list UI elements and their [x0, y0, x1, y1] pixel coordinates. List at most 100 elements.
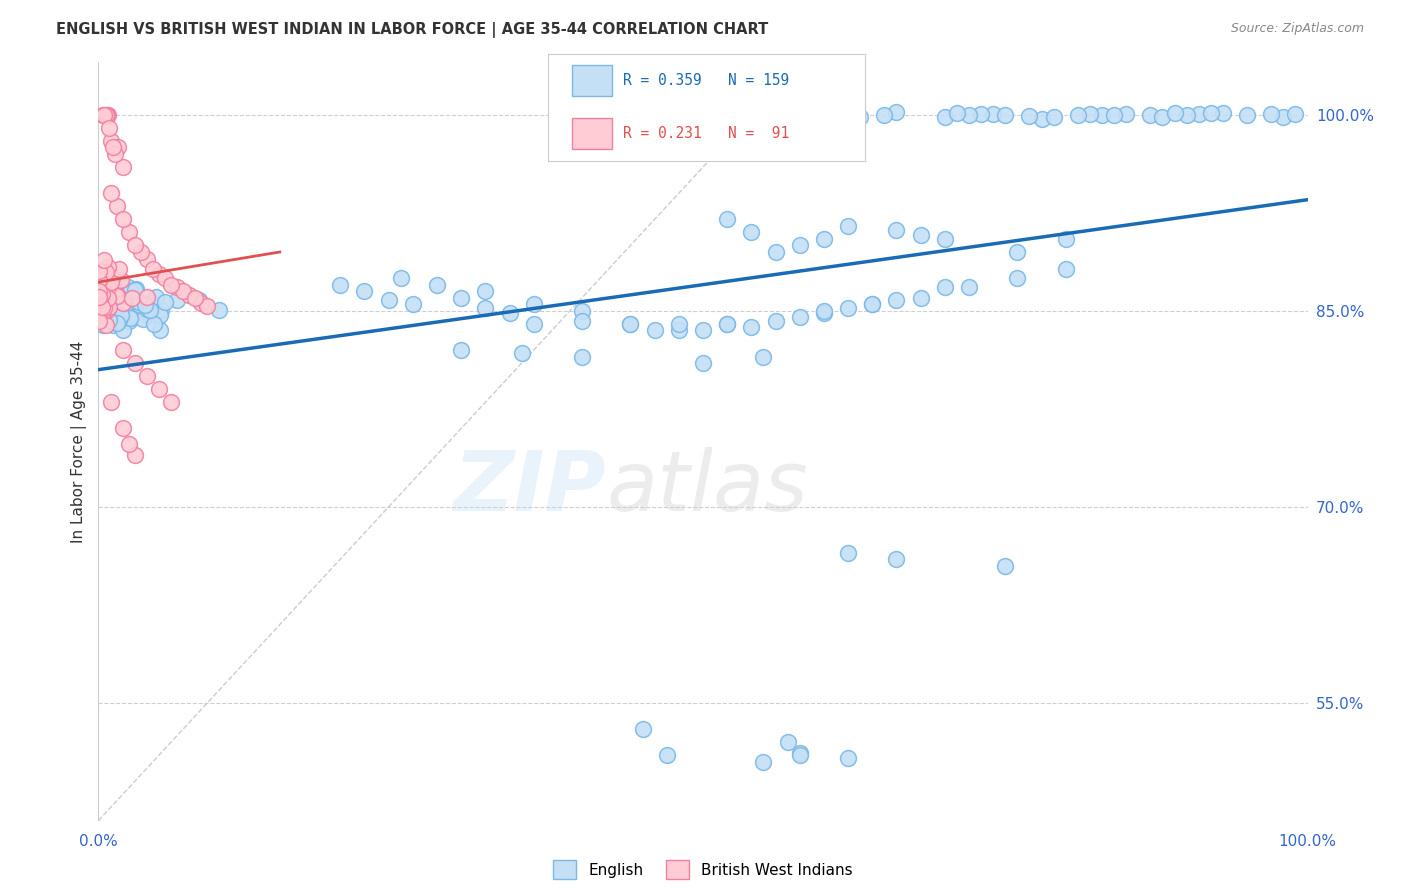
Point [90, 300, 112, 314]
Point [450, 291, 472, 305]
Point [994, 108, 1017, 122]
Point [93, 108, 115, 122]
Point [90, 269, 112, 284]
Point [91, 300, 114, 314]
Point [89, 273, 111, 287]
Point [1163, 106, 1185, 120]
Point [105, 199, 128, 213]
Point [668, 317, 690, 331]
Point [118, 437, 141, 451]
Point [129, 244, 152, 259]
Point [160, 277, 183, 292]
Point [1199, 105, 1222, 120]
Point [789, 746, 811, 760]
Point [1018, 109, 1040, 123]
Point [124, 283, 146, 297]
Point [87, 299, 110, 313]
Point [886, 552, 908, 566]
Point [510, 345, 533, 359]
Point [93, 253, 115, 268]
Point [91, 318, 114, 332]
Point [934, 110, 956, 124]
Point [957, 108, 980, 122]
Legend: English, British West Indians: English, British West Indians [547, 855, 859, 885]
Point [1152, 110, 1174, 124]
Point [789, 108, 811, 122]
Point [91, 284, 114, 298]
Point [716, 317, 738, 331]
Point [100, 275, 122, 289]
Point [153, 271, 176, 285]
Point [110, 273, 132, 287]
Point [765, 244, 787, 259]
Point [813, 306, 835, 320]
Point [103, 318, 125, 333]
Point [740, 226, 762, 240]
Point [90, 276, 112, 290]
Point [105, 316, 128, 330]
Point [118, 226, 141, 240]
Point [93, 305, 115, 319]
Point [98, 120, 121, 135]
Point [97, 266, 120, 280]
Point [107, 284, 129, 298]
Point [1139, 108, 1161, 122]
Point [124, 356, 146, 370]
Point [94, 292, 117, 306]
Point [184, 291, 207, 305]
Point [125, 282, 148, 296]
Point [110, 296, 132, 310]
Point [108, 261, 131, 276]
Point [149, 308, 172, 322]
Point [101, 271, 124, 285]
Point [87, 290, 110, 304]
Point [571, 314, 593, 328]
Point [91, 301, 114, 315]
Point [1284, 107, 1306, 121]
Point [132, 312, 155, 326]
Point [112, 301, 135, 315]
Point [134, 298, 156, 312]
Point [89, 296, 111, 310]
Point [860, 297, 883, 311]
Point [1115, 106, 1137, 120]
Point [837, 301, 859, 316]
Point [145, 290, 167, 304]
Text: ZIP: ZIP [454, 447, 606, 527]
Point [111, 312, 134, 326]
Point [111, 212, 134, 227]
Point [96, 293, 118, 307]
Point [148, 382, 170, 396]
Point [89, 314, 111, 328]
Point [97, 292, 120, 306]
Point [1260, 106, 1282, 120]
Point [96, 316, 118, 330]
Point [104, 147, 127, 161]
Point [100, 186, 122, 201]
Point [1236, 108, 1258, 122]
Point [93, 285, 115, 300]
Point [91, 277, 114, 291]
Point [910, 291, 932, 305]
Point [135, 308, 157, 322]
Point [90, 286, 112, 301]
Point [87, 264, 110, 278]
Point [668, 323, 690, 337]
Text: R = 0.231   N =  91: R = 0.231 N = 91 [623, 127, 789, 141]
Point [142, 262, 165, 277]
Point [124, 448, 146, 462]
Point [100, 395, 122, 409]
Point [195, 299, 218, 313]
Point [98, 271, 121, 285]
Point [93, 264, 115, 278]
Point [104, 291, 127, 305]
Point [135, 297, 157, 311]
Point [105, 289, 128, 303]
Point [389, 271, 412, 285]
Point [752, 755, 775, 769]
Point [89, 277, 111, 291]
Point [910, 227, 932, 242]
Point [111, 421, 134, 435]
Point [108, 292, 131, 306]
Point [97, 108, 120, 122]
